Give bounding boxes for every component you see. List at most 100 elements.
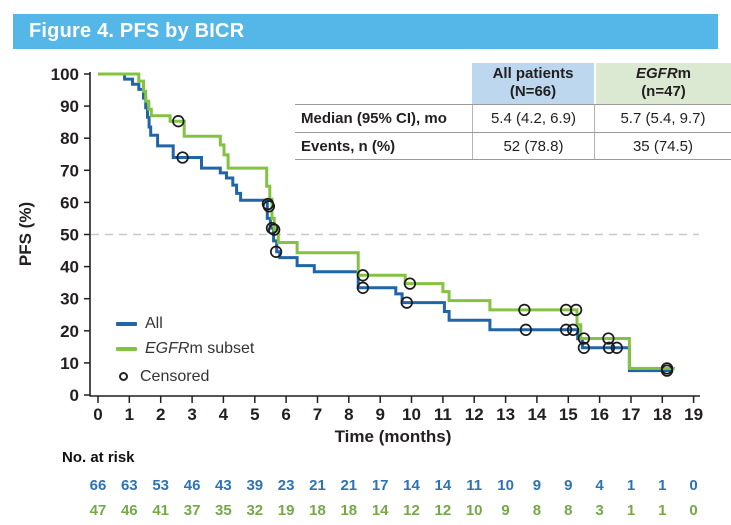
risk-count: 17	[372, 477, 389, 494]
col-egfrm-rest: m	[677, 65, 691, 82]
x-tick-label: 17	[622, 405, 641, 424]
risk-count: 10	[497, 477, 514, 494]
risk-count: 10	[466, 502, 483, 519]
risk-count: 21	[340, 477, 357, 494]
x-tick-label: 18	[653, 405, 672, 424]
summary-col-all-patients: All patients (N=66)	[472, 63, 594, 104]
risk-count: 41	[152, 502, 169, 519]
x-tick-label: 9	[375, 405, 384, 424]
summary-row-median: Median (95% CI), mo 5.4 (4.2, 6.9) 5.7 (…	[295, 104, 731, 132]
censor-mark-all	[566, 323, 580, 336]
censor-mark-egfrm	[660, 362, 674, 375]
risk-count: 47	[90, 502, 107, 519]
risk-count: 14	[403, 477, 420, 494]
risk-count: 63	[121, 477, 138, 494]
risk-count: 0	[689, 502, 697, 519]
risk-count: 3	[595, 502, 603, 519]
x-tick-label: 14	[527, 405, 546, 424]
risk-count: 11	[466, 477, 482, 494]
x-tick-label: 3	[187, 405, 196, 424]
risk-count: 35	[215, 502, 232, 519]
censored-marker-icon	[119, 372, 128, 381]
y-tick-label: 20	[60, 322, 79, 341]
x-tick-label: 2	[156, 405, 165, 424]
censor-mark-all	[400, 296, 413, 309]
x-tick-label: 1	[125, 405, 134, 424]
censor-mark-all	[610, 341, 623, 354]
x-tick-label: 6	[281, 405, 290, 424]
censor-mark-egfrm	[602, 332, 615, 345]
risk-count: 4	[595, 477, 604, 494]
censor-mark-all	[602, 341, 616, 354]
risk-count: 12	[435, 502, 452, 519]
y-tick-label: 60	[60, 193, 79, 212]
legend-label-egfrm: EGFRm subset	[145, 340, 254, 358]
censor-mark-all	[269, 245, 283, 258]
col-egfrm-italic: EGFR	[635, 65, 678, 82]
censor-mark-all	[559, 323, 573, 336]
x-tick-label: 15	[559, 405, 578, 424]
y-tick-label: 100	[51, 65, 79, 84]
legend-row-censored: Censored	[116, 364, 254, 389]
no-at-risk-label: No. at risk	[62, 449, 135, 466]
summary-row-events: Events, n (%) 52 (78.8) 35 (74.5)	[295, 132, 731, 160]
legend-label-censored: Censored	[140, 367, 210, 385]
figure-title-bar: Figure 4. PFS by BICR	[13, 14, 718, 49]
risk-count: 18	[309, 502, 326, 519]
median-all-value: 5.4 (4.2, 6.9)	[472, 105, 594, 132]
x-tick-label: 4	[219, 405, 229, 424]
median-egfrm-value: 5.7 (5.4, 9.7)	[594, 105, 731, 132]
summary-table-header-row: All patients (N=66) EGFRm (n=47)	[295, 63, 731, 104]
x-tick-label: 10	[402, 405, 421, 424]
figure-title: Figure 4. PFS by BICR	[29, 20, 245, 42]
censor-mark-egfrm	[356, 269, 370, 282]
legend-label-all: All	[145, 314, 163, 332]
km-curve-all	[98, 72, 674, 373]
risk-count: 21	[309, 477, 326, 494]
x-tick-label: 0	[93, 405, 102, 424]
events-egfrm-value: 35 (74.5)	[594, 133, 731, 159]
y-tick-label: 0	[70, 386, 79, 405]
x-tick-label: 16	[590, 405, 609, 424]
risk-count: 23	[278, 477, 295, 494]
censor-mark-all	[519, 323, 533, 336]
risk-count: 12	[403, 502, 420, 519]
risk-count: 14	[372, 502, 389, 519]
risk-count: 66	[90, 477, 107, 494]
censor-mark-egfrm	[518, 303, 531, 317]
risk-count: 1	[658, 477, 666, 494]
y-tick-label: 50	[60, 226, 79, 245]
y-tick-label: 10	[60, 354, 79, 373]
col-egfrm-line2: (n=47)	[641, 83, 686, 100]
col-all-line1: All patients	[492, 65, 574, 82]
risk-count: 14	[435, 477, 452, 494]
summary-col-egfrm: EGFRm (n=47)	[594, 63, 731, 104]
x-tick-label: 11	[434, 405, 452, 424]
censor-mark-all	[356, 281, 370, 294]
risk-count: 9	[501, 502, 509, 519]
risk-count: 37	[184, 502, 201, 519]
y-tick-label: 40	[60, 258, 79, 277]
risk-count: 18	[340, 502, 357, 519]
x-tick-label: 19	[684, 405, 703, 424]
risk-count: 8	[533, 502, 541, 519]
y-tick-label: 90	[60, 97, 79, 116]
censor-mark-egfrm	[262, 200, 276, 213]
egfrm-line-icon	[116, 346, 137, 351]
legend-row-egfrm: EGFRm subset	[116, 336, 254, 361]
risk-count: 46	[121, 502, 138, 519]
legend-egfr-rest: m subset	[189, 339, 255, 357]
y-tick-label: 30	[60, 290, 79, 309]
median-row-label: Median (95% CI), mo	[301, 110, 447, 127]
risk-count: 39	[246, 477, 263, 494]
legend-row-all: All	[116, 311, 254, 336]
risk-count: 9	[564, 477, 572, 494]
risk-count: 1	[658, 502, 666, 519]
x-tick-label: 8	[344, 405, 353, 424]
chart-legend: All EGFRm subset Censored	[116, 311, 254, 389]
all-line-icon	[116, 321, 137, 326]
y-tick-label: 70	[60, 161, 79, 180]
risk-count: 53	[152, 477, 169, 494]
